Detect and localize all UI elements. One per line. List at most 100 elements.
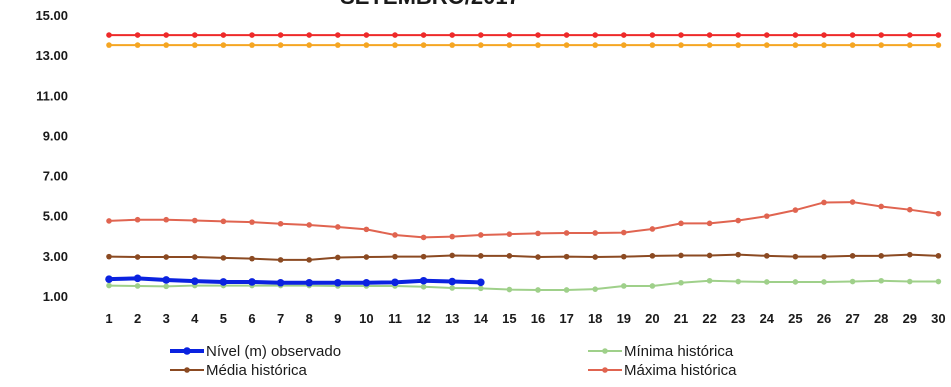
legend-item: Máxima histórica xyxy=(588,362,737,379)
reference-point xyxy=(849,42,856,48)
data-point xyxy=(878,203,884,210)
reference-point xyxy=(392,42,398,48)
data-point xyxy=(907,251,913,258)
reference-point xyxy=(192,42,198,48)
reference-point xyxy=(678,32,684,38)
series-path xyxy=(108,253,939,261)
data-point xyxy=(134,216,141,223)
reference-point xyxy=(478,42,484,48)
reference-point xyxy=(134,32,141,38)
reference-line xyxy=(106,42,942,48)
data-point xyxy=(821,253,827,260)
data-point xyxy=(219,278,228,286)
data-point xyxy=(276,278,285,287)
reference-point xyxy=(363,32,370,38)
reference-point xyxy=(478,32,484,38)
reference-point xyxy=(449,42,456,48)
reference-point xyxy=(163,32,169,38)
data-point xyxy=(592,254,598,260)
reference-point xyxy=(420,32,427,38)
data-point xyxy=(163,283,169,290)
x-tick-label: 9 xyxy=(334,311,341,326)
reference-point xyxy=(363,42,370,48)
reference-point xyxy=(506,42,513,48)
data-point xyxy=(163,216,169,223)
data-point xyxy=(105,275,113,283)
reference-point xyxy=(249,42,255,48)
data-point xyxy=(220,218,227,225)
reference-point xyxy=(249,32,255,38)
data-point xyxy=(649,283,656,289)
series-path xyxy=(108,201,939,239)
data-point xyxy=(363,254,370,260)
y-tick-label: 5.00 xyxy=(43,209,68,224)
legend-item: Mínima histórica xyxy=(588,343,734,360)
reference-point xyxy=(592,42,598,48)
data-point xyxy=(106,282,112,289)
data-point xyxy=(592,230,598,236)
reference-point xyxy=(420,42,427,48)
y-tick-label: 11.00 xyxy=(36,88,68,103)
reference-point xyxy=(935,32,942,38)
series-line xyxy=(106,251,942,263)
reference-point xyxy=(563,32,570,38)
x-tick-label: 7 xyxy=(277,311,284,326)
data-point xyxy=(678,279,684,286)
reference-point xyxy=(106,32,112,38)
reference-point xyxy=(220,32,227,38)
data-point xyxy=(506,231,513,237)
x-tick-label: 24 xyxy=(760,311,775,326)
x-tick-label: 13 xyxy=(445,311,459,326)
x-tick-label: 2 xyxy=(134,311,141,326)
data-point xyxy=(649,226,656,232)
series-path xyxy=(108,279,939,291)
data-point xyxy=(420,234,427,241)
x-tick-label: 21 xyxy=(674,311,688,326)
reference-point xyxy=(335,42,341,48)
reference-point xyxy=(592,32,598,38)
data-point xyxy=(162,276,170,284)
data-point xyxy=(706,277,713,284)
reference-point xyxy=(506,32,513,38)
reference-point xyxy=(306,42,313,48)
x-tick-label: 15 xyxy=(502,311,516,326)
data-point xyxy=(792,207,799,213)
data-point xyxy=(163,254,169,260)
reference-point xyxy=(649,42,656,48)
data-point xyxy=(621,283,627,289)
data-point xyxy=(821,279,827,285)
reference-point xyxy=(907,42,913,48)
x-tick-label: 4 xyxy=(191,311,199,326)
series-layer xyxy=(105,199,942,293)
data-point xyxy=(735,217,741,224)
data-point xyxy=(792,253,799,260)
x-tick-label: 28 xyxy=(874,311,888,326)
data-point xyxy=(277,220,284,227)
legend: Nível (m) observado Mínima histórica Média… xyxy=(170,343,737,379)
reference-point xyxy=(678,42,684,48)
series-line xyxy=(106,199,942,241)
data-point xyxy=(792,279,799,285)
data-point xyxy=(935,278,942,285)
data-point xyxy=(106,218,112,224)
x-tick-label: 19 xyxy=(617,311,631,326)
reference-point xyxy=(192,32,198,38)
data-point xyxy=(563,253,570,260)
x-tick-label: 3 xyxy=(163,311,170,326)
data-point xyxy=(248,278,256,286)
reference-point xyxy=(764,32,770,38)
reference-point xyxy=(277,32,284,38)
legend-label: Nível (m) observado xyxy=(206,343,341,360)
data-point xyxy=(735,278,741,285)
data-point xyxy=(764,253,770,259)
reference-point xyxy=(621,42,627,48)
data-point xyxy=(535,287,541,293)
legend-marker xyxy=(602,348,608,354)
x-axis: 1 2 3 4 5 6 7 8 9 10 11 12 13 14 15 16 17 18 19 20 21 22 23 24 2… xyxy=(105,311,945,326)
legend-label: Média histórica xyxy=(206,362,308,379)
legend-marker xyxy=(602,367,608,373)
data-point xyxy=(678,252,684,259)
data-point xyxy=(449,285,456,291)
x-tick-label: 27 xyxy=(845,311,859,326)
